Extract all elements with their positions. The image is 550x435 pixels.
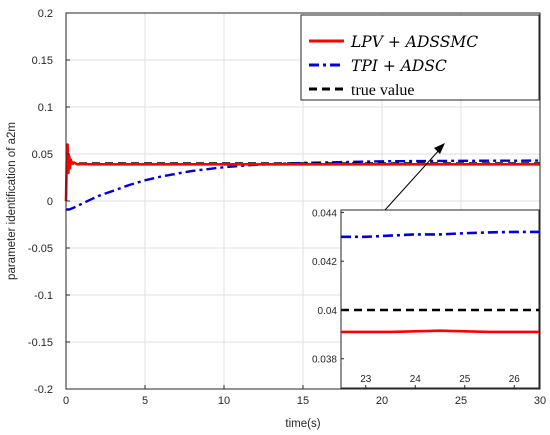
- legend-label-true: true value: [351, 82, 415, 99]
- inset-ticks: 23 24 25 26 0.038 0.04 0.042 0.044: [312, 208, 520, 388]
- x-tick-label: 10: [218, 395, 230, 407]
- y-tick-label: -0.1: [34, 290, 53, 302]
- inset-y-tick-label: 0.044: [312, 208, 337, 219]
- y-tick-label: 0.05: [32, 149, 53, 161]
- zoom-arrow-line: [384, 147, 442, 211]
- x-axis-label: time(s): [285, 418, 320, 430]
- y-tick-label: 0: [47, 196, 53, 208]
- y-tick-label: 0.2: [38, 8, 53, 20]
- main-series: [64, 143, 541, 211]
- y-tick-label: -0.2: [34, 384, 53, 396]
- legend-box: [300, 14, 540, 101]
- inset-y-tick-label: 0.042: [312, 257, 337, 268]
- zoom-arrow: [384, 143, 445, 211]
- inset-x-tick-label: 23: [360, 374, 372, 385]
- x-tick-label: 5: [142, 395, 148, 407]
- x-tick-label: 30: [534, 395, 546, 407]
- legend-label-lpv: LPV + ADSSMC: [350, 33, 478, 51]
- inset-y-tick-label: 0.038: [312, 355, 337, 366]
- inset-zoom: 23 24 25 26 0.038 0.04 0.042 0.044: [312, 208, 540, 389]
- y-tick-label: -0.15: [28, 337, 53, 349]
- inset-y-tick-label: 0.04: [318, 306, 338, 317]
- x-tick-label: 0: [63, 395, 69, 407]
- main-ticks: 0 5 10 15 20 25 30 -0.2 -0.15 -0.1 -0.05 0 0.05 0.1 0.…: [28, 8, 546, 407]
- legend: LPV + ADSSMC TPI + ADSC true value: [300, 14, 540, 101]
- series-line-lpv-adssmc: [64, 143, 540, 202]
- y-tick-label: 0.1: [38, 102, 53, 114]
- series-line-tpi-adsc: [66, 159, 541, 211]
- inset-series-line-lpv-adssmc: [341, 329, 539, 334]
- y-tick-label: 0.15: [32, 55, 53, 67]
- legend-label-tpi: TPI + ADSC: [351, 57, 447, 75]
- x-tick-label: 15: [297, 395, 309, 407]
- inset-x-tick-label: 26: [509, 374, 521, 385]
- zoom-arrow-head: [434, 143, 445, 154]
- y-axis-label: parameter identification of a2m: [6, 122, 18, 280]
- inset-series: [341, 230, 539, 334]
- y-tick-label: -0.05: [28, 243, 53, 255]
- inset-series-line-tpi-adsc: [341, 230, 539, 239]
- inset-x-tick-label: 24: [410, 374, 422, 385]
- inset-box: [340, 209, 540, 389]
- x-tick-label: 25: [455, 395, 467, 407]
- inset-x-tick-label: 25: [459, 374, 471, 385]
- x-tick-label: 20: [376, 395, 388, 407]
